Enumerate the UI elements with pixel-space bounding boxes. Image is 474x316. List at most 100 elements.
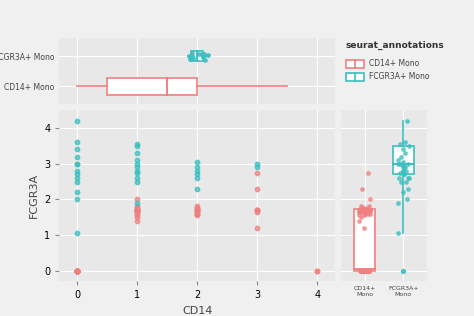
Point: [361, 268, 369, 273]
Point: [73, 268, 81, 273]
Point: [73, 197, 81, 202]
Point: [314, 268, 321, 273]
Point: [73, 140, 81, 145]
Point: [363, 206, 371, 211]
Point: [134, 206, 141, 211]
Point: [193, 208, 201, 213]
Point: [403, 118, 410, 124]
Point: [364, 170, 372, 175]
Point: [193, 208, 201, 213]
Point: [201, 57, 208, 62]
Point: [401, 150, 408, 155]
Point: [254, 208, 261, 213]
Point: [73, 147, 81, 152]
Point: [189, 51, 196, 56]
Point: [73, 268, 81, 273]
Point: [355, 218, 363, 223]
Point: [400, 147, 407, 152]
Point: [73, 175, 81, 180]
Point: [360, 206, 367, 211]
Point: [355, 209, 363, 214]
Point: [364, 211, 372, 216]
Point: [134, 200, 141, 205]
Point: [134, 218, 141, 223]
Point: [361, 268, 368, 273]
Point: [396, 170, 404, 175]
Point: [365, 208, 372, 213]
Point: [73, 268, 81, 273]
Point: [134, 204, 141, 209]
Point: [134, 208, 141, 213]
Point: [364, 268, 371, 273]
Text: FCGR3A+ Mono: FCGR3A+ Mono: [369, 72, 429, 81]
Point: [358, 268, 366, 273]
Bar: [107, 78, 197, 94]
Point: [73, 268, 81, 273]
Point: [366, 197, 374, 202]
Point: [365, 208, 373, 213]
Point: [404, 186, 412, 191]
Point: [73, 268, 81, 273]
Point: [193, 168, 201, 173]
Point: [363, 209, 370, 214]
Point: [362, 268, 370, 273]
Point: [405, 143, 412, 149]
Point: [362, 208, 370, 213]
Point: [394, 158, 401, 163]
Point: [186, 56, 194, 61]
Point: [357, 268, 365, 273]
Point: [134, 206, 141, 211]
Point: [398, 161, 406, 166]
Point: [360, 213, 368, 218]
Point: [134, 208, 141, 213]
Point: [73, 268, 81, 273]
Point: [395, 231, 402, 236]
Point: [193, 172, 201, 177]
Point: [134, 161, 141, 166]
Point: [73, 161, 81, 166]
Point: [73, 268, 81, 273]
Point: [358, 268, 366, 273]
Point: [361, 268, 368, 273]
Point: [357, 268, 365, 273]
Point: [366, 208, 374, 213]
Point: [73, 179, 81, 184]
Point: [358, 208, 365, 213]
Point: [193, 165, 201, 170]
Point: [405, 175, 413, 180]
Point: [73, 268, 81, 273]
X-axis label: CD14: CD14: [182, 306, 212, 316]
Point: [205, 52, 212, 57]
Point: [254, 161, 261, 166]
Text: CD14+ Mono: CD14+ Mono: [369, 59, 419, 68]
Point: [362, 268, 370, 273]
Point: [73, 161, 81, 166]
Point: [254, 208, 261, 213]
Point: [134, 208, 141, 213]
Point: [366, 209, 374, 214]
Point: [394, 200, 402, 205]
Bar: [392, 146, 414, 174]
Point: [134, 208, 141, 213]
Point: [73, 231, 81, 236]
Point: [397, 179, 405, 184]
Point: [73, 268, 81, 273]
Point: [364, 268, 372, 273]
Point: [134, 170, 141, 175]
Point: [134, 211, 141, 216]
Point: [254, 208, 261, 213]
Point: [193, 209, 201, 214]
Point: [73, 268, 81, 273]
Point: [73, 168, 81, 173]
Point: [400, 165, 407, 170]
Point: [134, 209, 141, 214]
Point: [254, 165, 261, 170]
Point: [193, 206, 201, 211]
FancyBboxPatch shape: [346, 60, 365, 68]
Point: [400, 268, 407, 273]
Point: [357, 268, 365, 273]
Point: [134, 165, 141, 170]
Point: [73, 268, 81, 273]
Point: [404, 175, 412, 180]
Point: [185, 53, 192, 58]
